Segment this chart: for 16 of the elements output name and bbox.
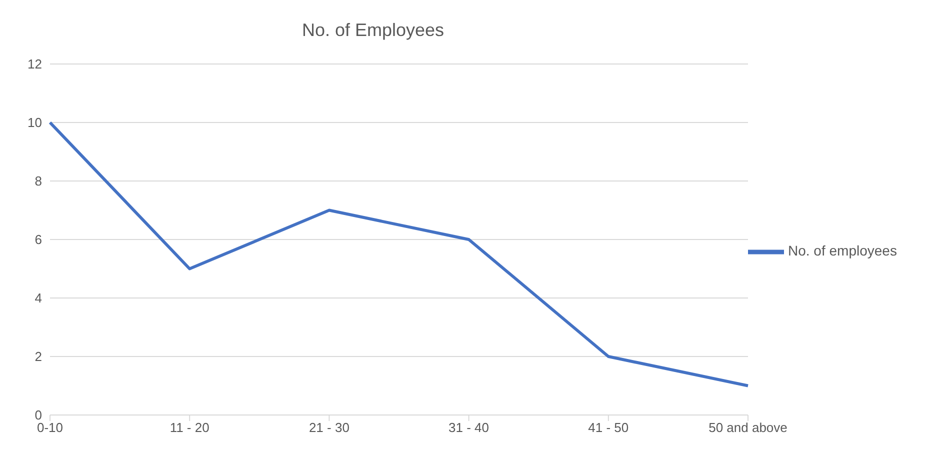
y-tick-label: 10 xyxy=(28,115,42,130)
x-tick-label: 41 - 50 xyxy=(588,420,629,436)
x-tick-label: 31 - 40 xyxy=(448,420,490,436)
chart-title: No. of Employees xyxy=(300,19,446,42)
line-series xyxy=(48,121,750,388)
x-tick-label: 21 - 30 xyxy=(308,420,350,436)
y-tick-label: 6 xyxy=(34,232,42,248)
y-tick-label: 12 xyxy=(28,56,42,72)
x-tick-label: 50 and above xyxy=(708,420,788,436)
x-tick-label: 0-10 xyxy=(36,420,64,436)
y-tick-label: 4 xyxy=(34,290,42,306)
y-tick-label: 0 xyxy=(34,408,42,423)
y-tick-label: 2 xyxy=(34,349,42,364)
x-tick-label: 11 - 20 xyxy=(170,420,210,436)
legend-label: No. of employees xyxy=(788,242,897,258)
y-tick-label: 8 xyxy=(34,174,42,189)
